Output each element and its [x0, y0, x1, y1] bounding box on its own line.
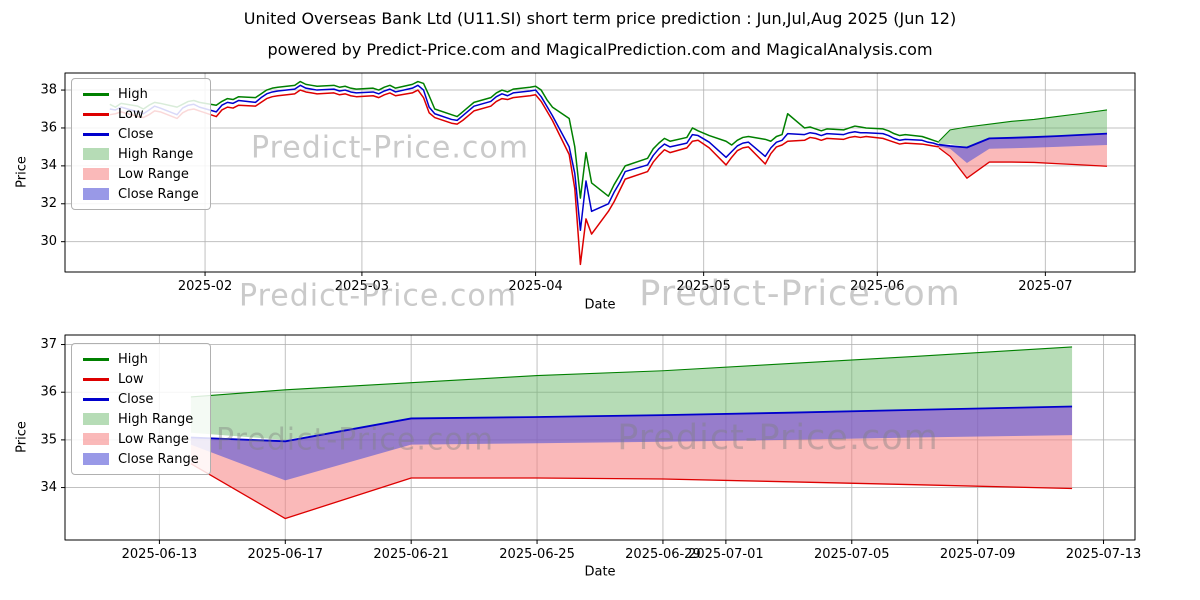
legend-label-high-range: High Range: [118, 411, 194, 427]
legend-item-high: High: [83, 351, 199, 367]
legend-label-high: High: [118, 351, 148, 367]
close-line-swatch: [83, 132, 109, 136]
low-range-swatch: [83, 168, 109, 180]
legend-item-low: Low: [83, 371, 199, 387]
bottom-chart-ylabel: Price: [14, 421, 30, 453]
high-line-swatch: [83, 357, 109, 361]
legend-label-high: High: [118, 86, 148, 102]
low-line-swatch: [83, 112, 109, 116]
legend-label-high-range: High Range: [118, 146, 194, 162]
bottom-chart-xlabel: Date: [584, 564, 616, 580]
high-range-swatch: [83, 413, 109, 425]
high-range-swatch: [83, 148, 109, 160]
low-line-swatch: [83, 377, 109, 381]
legend-label-low-range: Low Range: [118, 166, 189, 182]
legend-label-close: Close: [118, 391, 154, 407]
high-line-swatch: [83, 92, 109, 96]
top-chart-ylabel: Price: [14, 156, 30, 188]
legend-item-low: Low: [83, 106, 199, 122]
legend-label-low: Low: [118, 106, 144, 122]
legend-top-chart: High Low Close High Range Low Range Clos…: [71, 78, 211, 210]
legend-label-low: Low: [118, 371, 144, 387]
top-chart-xlabel: Date: [584, 297, 616, 313]
legend-item-high-range: High Range: [83, 411, 199, 427]
legend-item-high-range: High Range: [83, 146, 199, 162]
legend-item-close: Close: [83, 391, 199, 407]
legend-label-close: Close: [118, 126, 154, 142]
legend-label-close-range: Close Range: [118, 186, 199, 202]
legend-item-low-range: Low Range: [83, 431, 199, 447]
legend-item-close: Close: [83, 126, 199, 142]
legend-item-low-range: Low Range: [83, 166, 199, 182]
legend-item-close-range: Close Range: [83, 186, 199, 202]
legend-bottom-chart: High Low Close High Range Low Range Clos…: [71, 343, 211, 475]
low-range-swatch: [83, 433, 109, 445]
close-range-swatch: [83, 188, 109, 200]
legend-item-high: High: [83, 86, 199, 102]
legend-label-low-range: Low Range: [118, 431, 189, 447]
legend-item-close-range: Close Range: [83, 451, 199, 467]
legend-label-close-range: Close Range: [118, 451, 199, 467]
close-line-swatch: [83, 397, 109, 401]
close-range-swatch: [83, 453, 109, 465]
